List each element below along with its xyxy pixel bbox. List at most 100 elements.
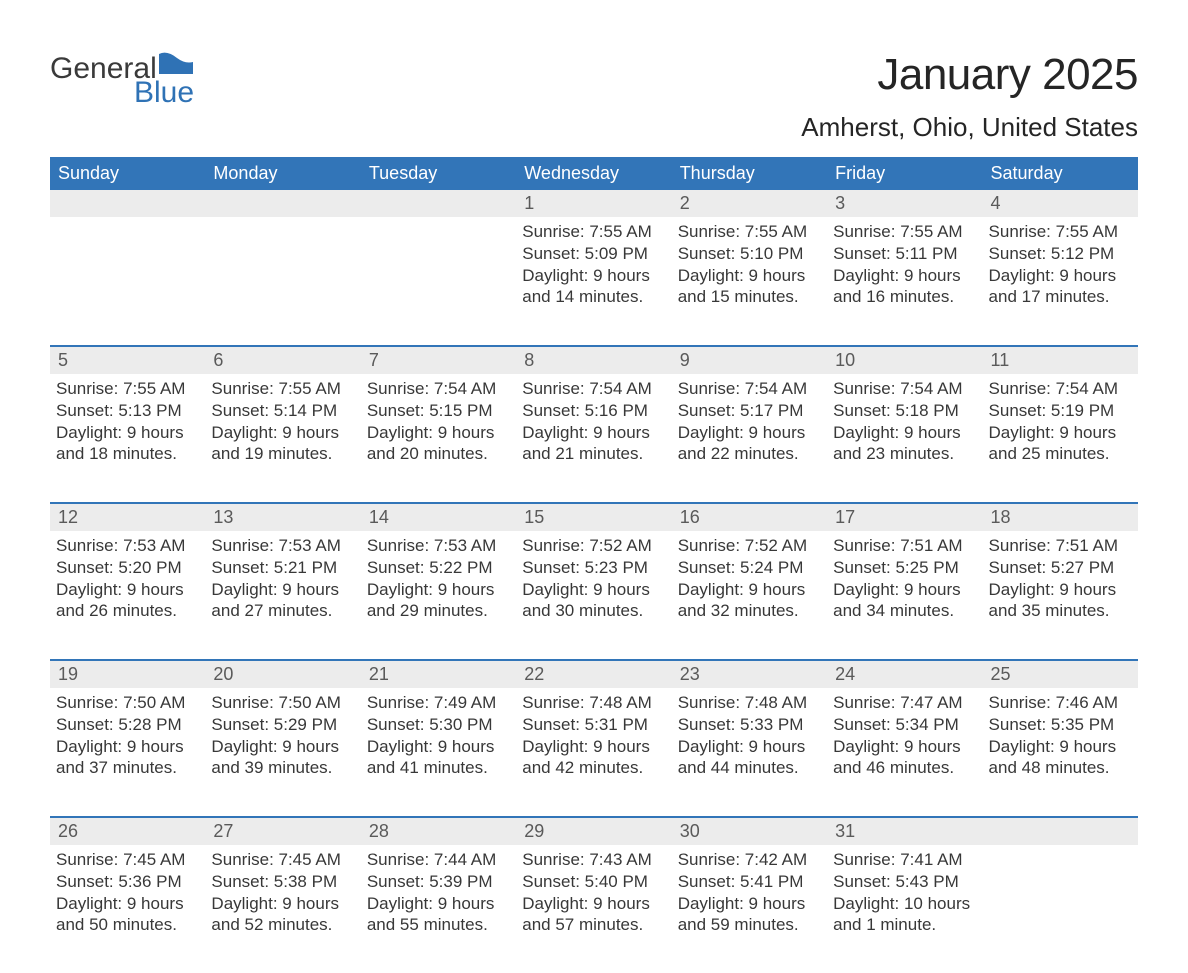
day-cell: Sunrise: 7:54 AMSunset: 5:15 PMDaylight:…	[361, 374, 516, 502]
col-header: Saturday	[983, 157, 1138, 190]
day-number	[205, 190, 360, 217]
day-cell: Sunrise: 7:44 AMSunset: 5:39 PMDaylight:…	[361, 845, 516, 973]
day-cell	[361, 217, 516, 345]
day-cell: Sunrise: 7:55 AMSunset: 5:11 PMDaylight:…	[827, 217, 982, 345]
day-cell: Sunrise: 7:53 AMSunset: 5:20 PMDaylight:…	[50, 531, 205, 659]
daynum-row: 12131415161718	[50, 502, 1138, 531]
day-number: 25	[983, 661, 1138, 688]
day-text: Sunrise: 7:52 AMSunset: 5:23 PMDaylight:…	[522, 531, 665, 622]
day-text: Sunrise: 7:52 AMSunset: 5:24 PMDaylight:…	[678, 531, 821, 622]
day-cell: Sunrise: 7:42 AMSunset: 5:41 PMDaylight:…	[672, 845, 827, 973]
day-text: Sunrise: 7:54 AMSunset: 5:16 PMDaylight:…	[522, 374, 665, 465]
daynum-row: 19202122232425	[50, 659, 1138, 688]
day-number: 4	[983, 190, 1138, 217]
day-text: Sunrise: 7:53 AMSunset: 5:21 PMDaylight:…	[211, 531, 354, 622]
day-text: Sunrise: 7:47 AMSunset: 5:34 PMDaylight:…	[833, 688, 976, 779]
daynum-row: 567891011	[50, 345, 1138, 374]
day-number: 15	[516, 504, 671, 531]
day-text: Sunrise: 7:54 AMSunset: 5:19 PMDaylight:…	[989, 374, 1132, 465]
day-cell: Sunrise: 7:54 AMSunset: 5:18 PMDaylight:…	[827, 374, 982, 502]
day-text: Sunrise: 7:54 AMSunset: 5:17 PMDaylight:…	[678, 374, 821, 465]
day-number: 8	[516, 347, 671, 374]
day-text: Sunrise: 7:44 AMSunset: 5:39 PMDaylight:…	[367, 845, 510, 936]
day-cell: Sunrise: 7:55 AMSunset: 5:09 PMDaylight:…	[516, 217, 671, 345]
day-text	[989, 845, 1132, 849]
day-cell: Sunrise: 7:43 AMSunset: 5:40 PMDaylight:…	[516, 845, 671, 973]
day-cell	[50, 217, 205, 345]
day-text: Sunrise: 7:55 AMSunset: 5:11 PMDaylight:…	[833, 217, 976, 308]
day-text: Sunrise: 7:42 AMSunset: 5:41 PMDaylight:…	[678, 845, 821, 936]
day-cell: Sunrise: 7:52 AMSunset: 5:24 PMDaylight:…	[672, 531, 827, 659]
day-cell: Sunrise: 7:54 AMSunset: 5:19 PMDaylight:…	[983, 374, 1138, 502]
day-number: 17	[827, 504, 982, 531]
day-number: 9	[672, 347, 827, 374]
day-number: 2	[672, 190, 827, 217]
title-block: January 2025 Amherst, Ohio, United State…	[801, 50, 1138, 143]
day-number: 19	[50, 661, 205, 688]
day-text: Sunrise: 7:45 AMSunset: 5:36 PMDaylight:…	[56, 845, 199, 936]
day-number: 27	[205, 818, 360, 845]
week-row: Sunrise: 7:53 AMSunset: 5:20 PMDaylight:…	[50, 531, 1138, 659]
day-cell: Sunrise: 7:41 AMSunset: 5:43 PMDaylight:…	[827, 845, 982, 973]
page-header: General Blue January 2025 Amherst, Ohio,…	[50, 50, 1138, 143]
week-row: Sunrise: 7:55 AMSunset: 5:09 PMDaylight:…	[50, 217, 1138, 345]
day-cell: Sunrise: 7:53 AMSunset: 5:22 PMDaylight:…	[361, 531, 516, 659]
day-text: Sunrise: 7:48 AMSunset: 5:31 PMDaylight:…	[522, 688, 665, 779]
day-text	[211, 217, 354, 221]
page-title: January 2025	[801, 50, 1138, 100]
day-cell	[983, 845, 1138, 973]
day-number: 10	[827, 347, 982, 374]
day-number: 28	[361, 818, 516, 845]
day-cell: Sunrise: 7:55 AMSunset: 5:10 PMDaylight:…	[672, 217, 827, 345]
day-cell: Sunrise: 7:49 AMSunset: 5:30 PMDaylight:…	[361, 688, 516, 816]
col-header: Sunday	[50, 157, 205, 190]
day-cell: Sunrise: 7:46 AMSunset: 5:35 PMDaylight:…	[983, 688, 1138, 816]
day-number: 29	[516, 818, 671, 845]
day-cell: Sunrise: 7:47 AMSunset: 5:34 PMDaylight:…	[827, 688, 982, 816]
day-number: 1	[516, 190, 671, 217]
logo: General Blue	[50, 50, 194, 108]
day-text	[367, 217, 510, 221]
day-text: Sunrise: 7:55 AMSunset: 5:09 PMDaylight:…	[522, 217, 665, 308]
day-text: Sunrise: 7:43 AMSunset: 5:40 PMDaylight:…	[522, 845, 665, 936]
day-number: 30	[672, 818, 827, 845]
day-number: 26	[50, 818, 205, 845]
day-number: 20	[205, 661, 360, 688]
day-cell: Sunrise: 7:50 AMSunset: 5:29 PMDaylight:…	[205, 688, 360, 816]
day-text: Sunrise: 7:55 AMSunset: 5:10 PMDaylight:…	[678, 217, 821, 308]
day-text: Sunrise: 7:41 AMSunset: 5:43 PMDaylight:…	[833, 845, 976, 936]
day-number	[983, 818, 1138, 845]
day-number: 22	[516, 661, 671, 688]
day-number: 12	[50, 504, 205, 531]
col-header: Thursday	[672, 157, 827, 190]
day-number: 7	[361, 347, 516, 374]
day-cell: Sunrise: 7:55 AMSunset: 5:13 PMDaylight:…	[50, 374, 205, 502]
day-number	[361, 190, 516, 217]
logo-word2: Blue	[134, 78, 194, 108]
day-text	[56, 217, 199, 221]
day-text: Sunrise: 7:51 AMSunset: 5:25 PMDaylight:…	[833, 531, 976, 622]
day-text: Sunrise: 7:55 AMSunset: 5:14 PMDaylight:…	[211, 374, 354, 465]
day-number: 31	[827, 818, 982, 845]
calendar-header-row: Sunday Monday Tuesday Wednesday Thursday…	[50, 157, 1138, 190]
day-cell: Sunrise: 7:45 AMSunset: 5:36 PMDaylight:…	[50, 845, 205, 973]
day-text: Sunrise: 7:45 AMSunset: 5:38 PMDaylight:…	[211, 845, 354, 936]
day-number: 13	[205, 504, 360, 531]
day-cell: Sunrise: 7:55 AMSunset: 5:12 PMDaylight:…	[983, 217, 1138, 345]
day-cell: Sunrise: 7:55 AMSunset: 5:14 PMDaylight:…	[205, 374, 360, 502]
day-number: 23	[672, 661, 827, 688]
day-cell: Sunrise: 7:50 AMSunset: 5:28 PMDaylight:…	[50, 688, 205, 816]
day-cell: Sunrise: 7:48 AMSunset: 5:33 PMDaylight:…	[672, 688, 827, 816]
day-cell	[205, 217, 360, 345]
day-cell: Sunrise: 7:52 AMSunset: 5:23 PMDaylight:…	[516, 531, 671, 659]
day-text: Sunrise: 7:46 AMSunset: 5:35 PMDaylight:…	[989, 688, 1132, 779]
day-cell: Sunrise: 7:54 AMSunset: 5:16 PMDaylight:…	[516, 374, 671, 502]
col-header: Tuesday	[361, 157, 516, 190]
day-number: 21	[361, 661, 516, 688]
day-text: Sunrise: 7:51 AMSunset: 5:27 PMDaylight:…	[989, 531, 1132, 622]
day-number: 6	[205, 347, 360, 374]
day-cell: Sunrise: 7:54 AMSunset: 5:17 PMDaylight:…	[672, 374, 827, 502]
day-text: Sunrise: 7:50 AMSunset: 5:28 PMDaylight:…	[56, 688, 199, 779]
day-number: 5	[50, 347, 205, 374]
day-number: 24	[827, 661, 982, 688]
